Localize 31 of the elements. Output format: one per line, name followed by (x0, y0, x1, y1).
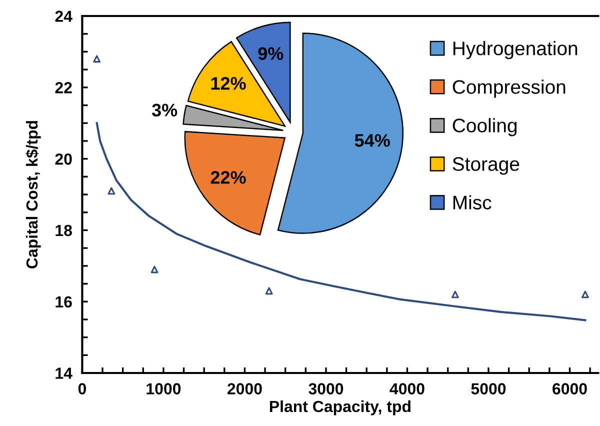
y-tick-label: 24 (55, 10, 72, 22)
x-tick-label: 3000 (308, 383, 344, 394)
x-tick-label: 2000 (228, 383, 262, 394)
y-tick-label: 16 (56, 296, 72, 308)
x-tick-label: 5000 (471, 383, 506, 394)
y-tick-label: 14 (56, 368, 72, 379)
point (265, 287, 273, 295)
data-label: 22% (210, 171, 246, 184)
data-label: 9% (258, 47, 284, 60)
legend-label: Cooling (452, 118, 517, 136)
x-tick-label: 4000 (390, 383, 424, 394)
point (150, 266, 158, 274)
y-tick-label: 20 (55, 153, 72, 165)
y-axis-title: Capital Cost, k$/tpd (26, 121, 41, 268)
y-tick-label: 22 (55, 82, 72, 94)
legend-label: Misc (453, 195, 492, 210)
legend-label: Storage (452, 157, 520, 175)
y-tick-label: 18 (56, 224, 72, 236)
x-axis-title: Plant Capacity, tpd (270, 400, 410, 416)
x-tick-label: 0 (78, 383, 86, 394)
point (93, 55, 101, 63)
point (108, 187, 116, 195)
legend-label: Hydrogenation (453, 41, 578, 60)
legend-label: Compression (452, 80, 566, 98)
point (581, 290, 589, 298)
data-label: 3% (152, 104, 178, 117)
x-tick-label: 1000 (146, 383, 181, 394)
point (451, 290, 459, 298)
x-tick-label: 6000 (552, 383, 587, 394)
data-label: 54% (354, 134, 390, 147)
data-label: 12% (211, 77, 246, 90)
